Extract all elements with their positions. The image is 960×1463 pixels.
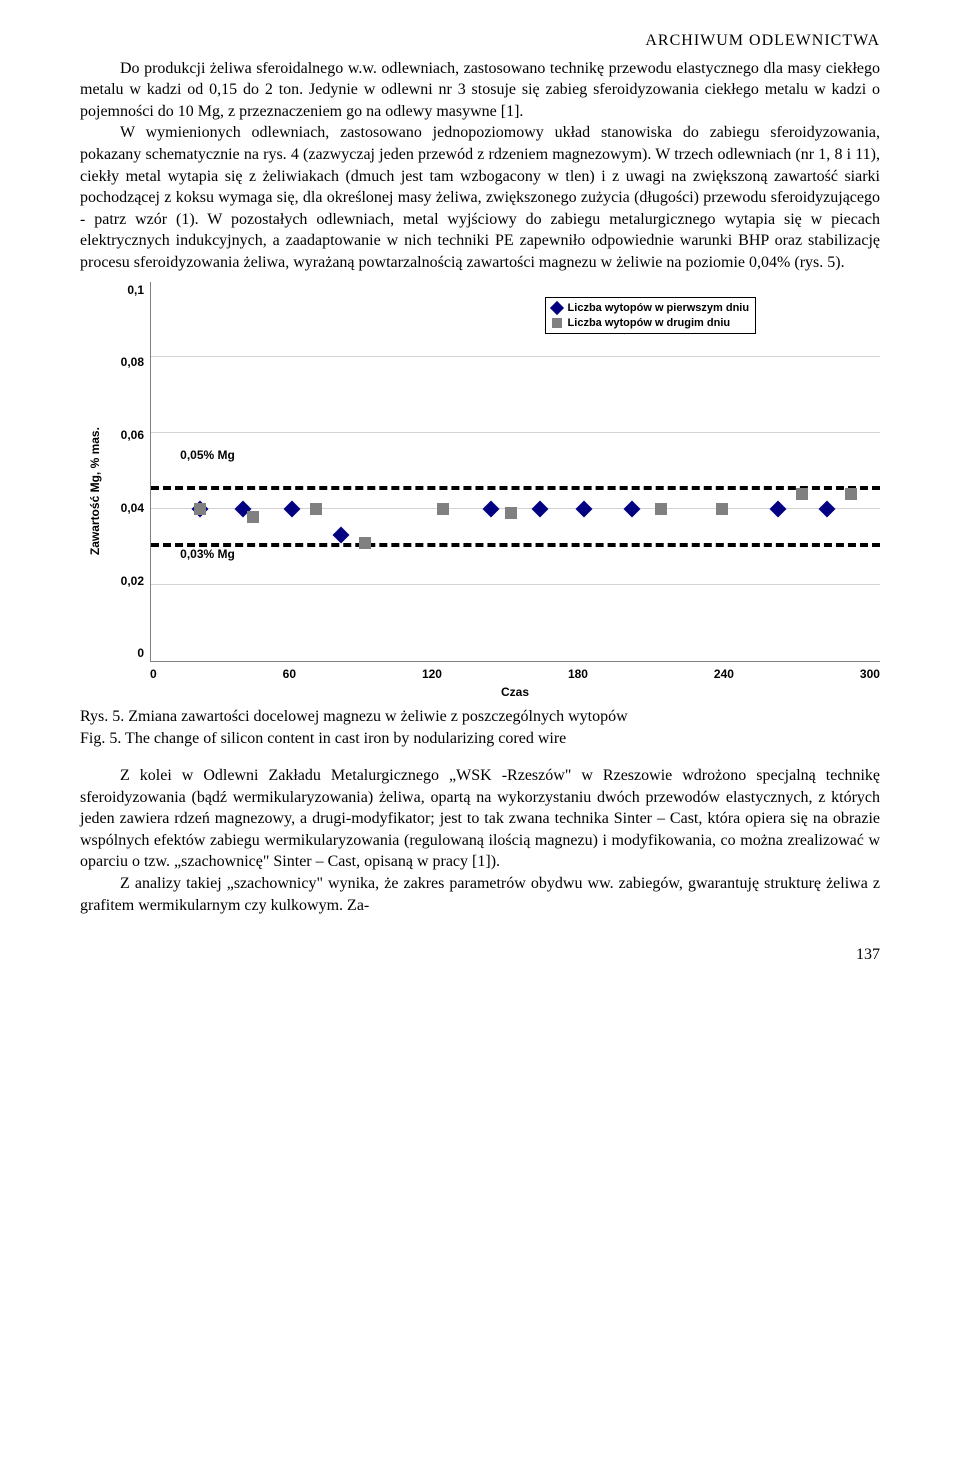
- chart-ytick: 0,1: [127, 282, 144, 298]
- chart-legend-label: Liczba wytopów w pierwszym dniu: [568, 301, 750, 316]
- chart-legend-item: Liczba wytopów w pierwszym dniu: [552, 301, 750, 316]
- chart-plot-area: 0,05% Mg 0,03% Mg Liczba wytopów w pierwsz…: [150, 282, 880, 662]
- chart-data-point: [818, 500, 835, 517]
- chart-data-point: [437, 503, 449, 515]
- chart-data-point: [483, 500, 500, 517]
- chart-ylabel: Zawartość Mg, % mas.: [87, 427, 103, 555]
- paragraph-2: W wymienionych odlewniach, zastosowano j…: [80, 122, 880, 273]
- chart-data-point: [796, 488, 808, 500]
- paragraph-4: Z analizy takiej „szachownicy" wynika, ż…: [80, 873, 880, 916]
- chart-data-point: [531, 500, 548, 517]
- chart-xtick: 240: [714, 666, 734, 682]
- chart-xlabel: Czas: [150, 682, 880, 700]
- journal-header: ARCHIWUM ODLEWNICTWA: [80, 30, 880, 52]
- chart-reference-line: [151, 543, 880, 547]
- chart-legend: Liczba wytopów w pierwszym dniuLiczba wy…: [545, 297, 757, 335]
- chart-ytick: 0: [137, 645, 144, 661]
- chart-ytick: 0,06: [121, 427, 144, 443]
- page-number: 137: [80, 944, 880, 966]
- diamond-marker-icon: [549, 301, 563, 315]
- chart-annotation: 0,05% Mg: [180, 447, 235, 463]
- chart-data-point: [575, 500, 592, 517]
- chart-data-point: [845, 488, 857, 500]
- square-marker-icon: [552, 318, 562, 328]
- chart-data-point: [769, 500, 786, 517]
- figure-5-chart: Zawartość Mg, % mas. 0,1 0,08 0,06 0,04 0,02…: [80, 282, 880, 700]
- chart-data-point: [194, 503, 206, 515]
- chart-data-point: [247, 511, 259, 523]
- chart-xtick: 180: [568, 666, 588, 682]
- caption-pl: Rys. 5. Zmiana zawartości docelowej magn…: [80, 706, 880, 728]
- chart-gridline: [151, 584, 880, 585]
- chart-xtick: 60: [283, 666, 296, 682]
- chart-reference-line: [151, 486, 880, 490]
- chart-xtick: 0: [150, 666, 157, 682]
- paragraph-1: Do produkcji żeliwa sferoidalnego w.w. o…: [80, 58, 880, 123]
- chart-data-point: [716, 503, 728, 515]
- chart-xtick: 300: [860, 666, 880, 682]
- caption-en: Fig. 5. The change of silicon content in…: [80, 728, 880, 750]
- chart-data-point: [655, 503, 667, 515]
- chart-data-point: [283, 500, 300, 517]
- figure-5-caption: Rys. 5. Zmiana zawartości docelowej magn…: [80, 706, 880, 749]
- chart-annotation: 0,03% Mg: [180, 546, 235, 562]
- chart-data-point: [310, 503, 322, 515]
- chart-xtick: 120: [422, 666, 442, 682]
- chart-data-point: [624, 500, 641, 517]
- chart-xticks: 0 60 120 180 240 300: [150, 662, 880, 682]
- chart-legend-item: Liczba wytopów w drugim dniu: [552, 316, 750, 331]
- chart-data-point: [332, 527, 349, 544]
- chart-data-point: [505, 507, 517, 519]
- chart-yticks: 0,1 0,08 0,06 0,04 0,02 0: [110, 282, 150, 662]
- chart-ytick: 0,08: [121, 354, 144, 370]
- chart-ytick: 0,04: [121, 500, 144, 516]
- paragraph-3: Z kolei w Odlewni Zakładu Metalurgiczneg…: [80, 765, 880, 873]
- chart-gridline: [151, 356, 880, 357]
- chart-ytick: 0,02: [121, 573, 144, 589]
- chart-gridline: [151, 432, 880, 433]
- chart-legend-label: Liczba wytopów w drugim dniu: [568, 316, 731, 331]
- chart-data-point: [359, 537, 371, 549]
